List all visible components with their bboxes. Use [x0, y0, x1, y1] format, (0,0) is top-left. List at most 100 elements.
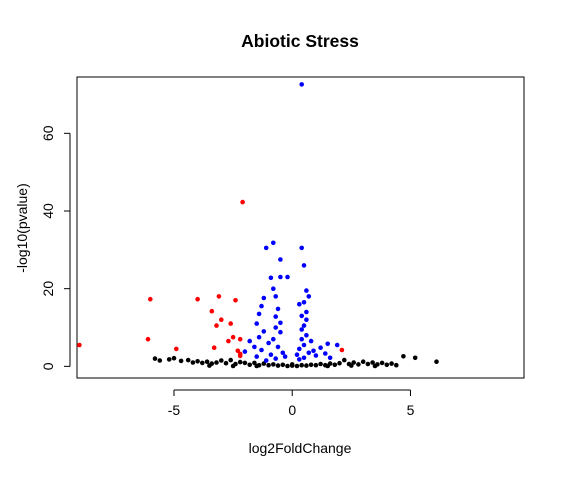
data-point	[230, 334, 236, 340]
data-point	[219, 317, 224, 323]
data-point	[372, 363, 378, 369]
data-point	[247, 362, 252, 368]
data-point	[318, 345, 323, 351]
data-point	[271, 336, 276, 342]
data-point	[365, 361, 371, 367]
data-point	[304, 317, 309, 323]
data-point	[297, 346, 302, 352]
data-point	[204, 359, 210, 365]
data-points	[77, 82, 439, 369]
data-point	[294, 363, 300, 369]
data-point	[318, 361, 323, 367]
data-point	[282, 354, 288, 359]
data-point	[325, 341, 331, 347]
data-point	[200, 360, 205, 366]
data-point	[299, 362, 305, 368]
data-point	[195, 359, 200, 364]
data-point	[304, 288, 309, 293]
data-point	[235, 348, 241, 354]
data-point	[254, 321, 259, 326]
data-point	[157, 358, 163, 363]
data-point	[271, 286, 276, 292]
data-point	[299, 327, 305, 332]
data-point	[259, 303, 264, 309]
data-point	[207, 363, 212, 368]
data-point	[263, 358, 269, 363]
data-point	[230, 363, 236, 369]
data-point	[301, 263, 307, 268]
data-point	[313, 353, 319, 358]
data-point	[171, 355, 177, 361]
data-point	[370, 360, 375, 365]
data-point	[278, 257, 283, 262]
data-point	[349, 363, 354, 368]
data-point	[237, 353, 243, 359]
data-point	[268, 275, 274, 281]
data-point	[195, 296, 200, 302]
data-point	[240, 199, 245, 205]
data-point	[247, 338, 252, 344]
data-point	[273, 314, 279, 319]
data-point	[401, 354, 406, 359]
data-point	[278, 320, 283, 326]
chart-title: Abiotic Stress	[241, 31, 359, 51]
data-point	[306, 350, 312, 356]
data-point	[308, 362, 314, 368]
data-point	[297, 357, 302, 362]
data-point	[273, 325, 279, 330]
data-point	[273, 356, 279, 361]
data-point	[237, 359, 243, 365]
data-point	[261, 295, 267, 301]
y-tick-label: 0	[40, 362, 56, 370]
data-point	[297, 301, 302, 307]
data-point	[263, 245, 269, 251]
data-point	[434, 359, 439, 365]
data-point	[237, 336, 243, 342]
data-point	[285, 274, 290, 280]
data-point	[211, 345, 217, 351]
data-point	[311, 348, 316, 354]
data-point	[216, 294, 222, 299]
data-point	[275, 363, 281, 368]
data-point	[228, 357, 233, 363]
data-point	[323, 351, 328, 356]
data-point	[299, 313, 305, 319]
y-tick-label: 60	[40, 125, 56, 141]
data-point	[299, 245, 305, 251]
data-point	[278, 329, 283, 335]
data-point	[209, 308, 215, 314]
data-point	[285, 363, 290, 369]
data-point	[301, 300, 307, 305]
data-point	[242, 360, 248, 366]
data-point	[304, 363, 309, 368]
data-point	[325, 363, 331, 369]
data-point	[166, 357, 172, 362]
x-axis-label: log2FoldChange	[249, 440, 352, 456]
data-point	[228, 321, 233, 326]
data-point	[337, 360, 342, 366]
data-point	[313, 362, 319, 368]
data-point	[271, 240, 276, 246]
data-point	[360, 359, 366, 365]
data-point	[342, 357, 347, 363]
data-point	[356, 362, 361, 367]
x-tick-label: 5	[407, 402, 415, 418]
data-point	[152, 356, 158, 361]
data-point	[304, 309, 309, 315]
data-point	[304, 333, 309, 338]
data-point	[301, 355, 307, 361]
data-point	[266, 362, 271, 368]
data-point	[254, 354, 259, 359]
data-point	[280, 350, 286, 356]
data-point	[280, 362, 286, 368]
data-point	[174, 346, 179, 352]
data-point	[299, 82, 305, 87]
data-point	[226, 338, 231, 344]
y-tick-label: 40	[40, 203, 56, 219]
data-point	[275, 344, 281, 350]
data-point	[256, 311, 262, 317]
data-point	[299, 336, 305, 342]
data-point	[148, 296, 153, 302]
